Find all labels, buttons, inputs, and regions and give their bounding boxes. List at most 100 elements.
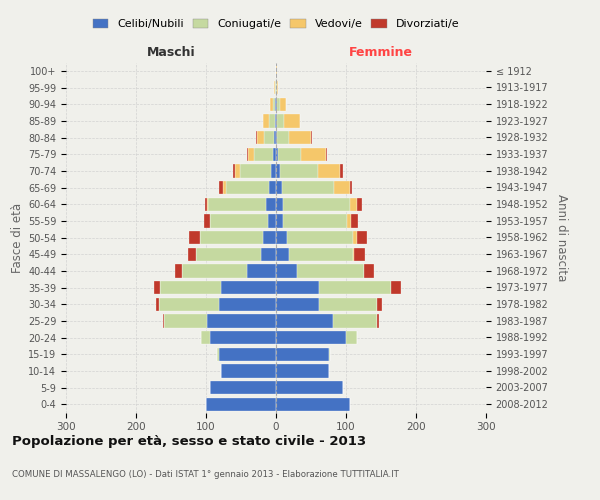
Bar — [164, 314, 208, 328]
Bar — [223, 181, 226, 194]
Bar — [349, 181, 352, 194]
Bar — [278, 148, 301, 161]
Bar — [271, 164, 276, 177]
Bar — [265, 198, 276, 211]
Bar — [264, 131, 274, 144]
Bar — [276, 281, 319, 294]
Bar — [205, 198, 206, 211]
Bar — [276, 148, 278, 161]
Bar — [277, 81, 278, 94]
Bar — [276, 331, 346, 344]
Bar — [276, 231, 287, 244]
Bar — [274, 81, 275, 94]
Bar — [281, 181, 334, 194]
Bar — [276, 164, 280, 177]
Bar — [200, 231, 263, 244]
Bar — [260, 248, 276, 261]
Bar — [189, 231, 200, 244]
Bar — [377, 314, 379, 328]
Bar — [263, 231, 276, 244]
Bar — [277, 98, 280, 111]
Bar — [209, 381, 276, 394]
Bar — [276, 298, 319, 311]
Bar — [257, 131, 264, 144]
Bar — [301, 148, 326, 161]
Bar — [326, 148, 327, 161]
Bar — [318, 164, 340, 177]
Y-axis label: Fasce di età: Fasce di età — [11, 202, 24, 272]
Bar — [221, 281, 276, 294]
Bar — [221, 364, 276, 378]
Bar — [275, 81, 276, 94]
Bar — [226, 181, 269, 194]
Bar — [355, 248, 365, 261]
Bar — [277, 131, 289, 144]
Bar — [289, 248, 353, 261]
Bar — [353, 231, 356, 244]
Text: Femmine: Femmine — [349, 46, 413, 59]
Bar — [204, 214, 209, 228]
Bar — [209, 214, 210, 228]
Bar — [276, 398, 349, 411]
Bar — [218, 298, 276, 311]
Bar — [160, 281, 221, 294]
Bar — [209, 331, 276, 344]
Bar — [276, 214, 283, 228]
Bar — [154, 281, 160, 294]
Bar — [201, 331, 209, 344]
Bar — [210, 214, 268, 228]
Bar — [311, 131, 312, 144]
Bar — [270, 98, 272, 111]
Bar — [329, 348, 330, 361]
Bar — [155, 298, 159, 311]
Bar — [247, 264, 276, 278]
Bar — [275, 114, 276, 128]
Bar — [319, 281, 391, 294]
Bar — [175, 264, 182, 278]
Bar — [254, 148, 273, 161]
Y-axis label: Anni di nascita: Anni di nascita — [555, 194, 568, 281]
Text: Maschi: Maschi — [146, 46, 196, 59]
Bar — [275, 98, 276, 111]
Bar — [276, 181, 281, 194]
Bar — [347, 214, 351, 228]
Bar — [269, 114, 275, 128]
Bar — [263, 114, 269, 128]
Bar — [163, 314, 164, 328]
Bar — [273, 148, 276, 161]
Bar — [346, 331, 356, 344]
Bar — [276, 314, 334, 328]
Bar — [334, 181, 349, 194]
Text: COMUNE DI MASSALENGO (LO) - Dati ISTAT 1° gennaio 2013 - Elaborazione TUTTITALIA: COMUNE DI MASSALENGO (LO) - Dati ISTAT 1… — [12, 470, 399, 479]
Bar — [289, 131, 311, 144]
Bar — [319, 298, 377, 311]
Bar — [277, 114, 284, 128]
Bar — [256, 131, 257, 144]
Bar — [276, 381, 343, 394]
Legend: Celibi/Nubili, Coniugati/e, Vedovi/e, Divorziati/e: Celibi/Nubili, Coniugati/e, Vedovi/e, Di… — [89, 16, 463, 32]
Bar — [276, 198, 283, 211]
Bar — [280, 164, 318, 177]
Bar — [276, 98, 277, 111]
Bar — [233, 164, 235, 177]
Bar — [248, 148, 254, 161]
Bar — [391, 281, 401, 294]
Bar — [217, 348, 218, 361]
Bar — [276, 264, 297, 278]
Bar — [340, 164, 343, 177]
Bar — [196, 248, 260, 261]
Bar — [276, 364, 329, 378]
Bar — [269, 181, 276, 194]
Bar — [159, 298, 218, 311]
Bar — [364, 264, 374, 278]
Bar — [268, 214, 276, 228]
Bar — [188, 248, 196, 261]
Bar — [208, 198, 265, 211]
Bar — [239, 164, 271, 177]
Bar — [377, 298, 382, 311]
Bar — [274, 131, 276, 144]
Bar — [287, 231, 353, 244]
Bar — [353, 248, 355, 261]
Bar — [220, 181, 223, 194]
Bar — [208, 314, 276, 328]
